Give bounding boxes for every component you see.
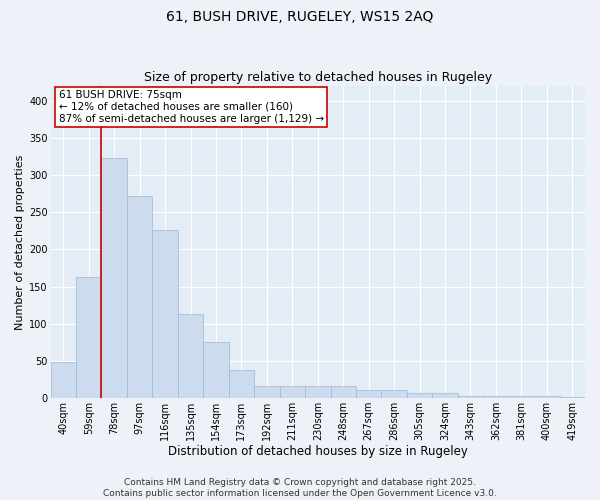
Y-axis label: Number of detached properties: Number of detached properties bbox=[15, 154, 25, 330]
Bar bbox=[458, 396, 483, 398]
Bar bbox=[229, 370, 254, 398]
Bar bbox=[560, 396, 585, 398]
Bar bbox=[356, 390, 382, 398]
Title: Size of property relative to detached houses in Rugeley: Size of property relative to detached ho… bbox=[144, 72, 492, 85]
Bar bbox=[101, 158, 127, 398]
Bar bbox=[203, 342, 229, 398]
Bar bbox=[407, 393, 433, 398]
Text: 61 BUSH DRIVE: 75sqm
← 12% of detached houses are smaller (160)
87% of semi-deta: 61 BUSH DRIVE: 75sqm ← 12% of detached h… bbox=[59, 90, 324, 124]
Bar bbox=[178, 314, 203, 398]
Bar bbox=[50, 362, 76, 398]
Bar bbox=[331, 386, 356, 398]
Bar bbox=[433, 393, 458, 398]
Bar bbox=[127, 196, 152, 398]
Bar bbox=[483, 396, 509, 398]
Bar bbox=[152, 230, 178, 398]
Bar bbox=[254, 386, 280, 398]
Bar bbox=[534, 396, 560, 398]
Bar bbox=[509, 396, 534, 398]
Bar bbox=[280, 386, 305, 398]
Bar bbox=[76, 277, 101, 398]
Bar bbox=[305, 386, 331, 398]
Text: 61, BUSH DRIVE, RUGELEY, WS15 2AQ: 61, BUSH DRIVE, RUGELEY, WS15 2AQ bbox=[166, 10, 434, 24]
Text: Contains HM Land Registry data © Crown copyright and database right 2025.
Contai: Contains HM Land Registry data © Crown c… bbox=[103, 478, 497, 498]
Bar bbox=[382, 390, 407, 398]
X-axis label: Distribution of detached houses by size in Rugeley: Distribution of detached houses by size … bbox=[168, 444, 468, 458]
